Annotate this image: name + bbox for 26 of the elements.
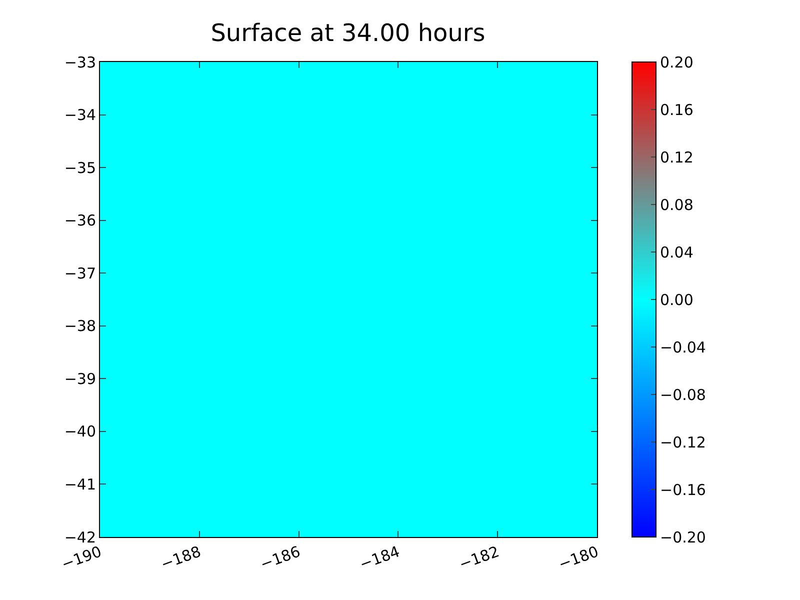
y-tick-label: −40 [64,422,96,441]
color-bar-label: −0.12 [660,433,706,452]
color-bar-label: 0.16 [660,100,694,119]
x-tick-label: −186 [258,542,303,574]
x-tick-label: −188 [158,542,204,574]
y-tick-label: −38 [64,317,96,336]
color-bar-label: −0.20 [660,528,706,546]
color-bar-label: 0.08 [660,196,694,214]
y-tick-label: −37 [64,264,96,282]
color-bar-label: −0.16 [660,480,706,499]
chart-title: Surface at 34.00 hours [210,18,486,47]
y-tick-label: −36 [64,212,96,230]
color-bar-label: 0.12 [660,148,694,166]
color-bar-label: −0.04 [660,338,706,356]
y-tick-label: −34 [64,106,96,124]
color-bar-label: 0.04 [660,243,694,262]
y-tick-label: −39 [64,370,96,388]
y-tick-label: −41 [64,475,96,494]
y-tick-label: −33 [64,53,96,72]
color-bar-label: 0.20 [660,53,694,72]
y-tick-label: −35 [64,158,96,177]
x-tick-label: −184 [357,542,402,574]
x-tick-label: −180 [556,542,601,574]
x-tick-label: −182 [456,542,502,574]
color-bar-label: 0.00 [660,290,694,309]
color-bar-label: −0.08 [660,386,706,404]
